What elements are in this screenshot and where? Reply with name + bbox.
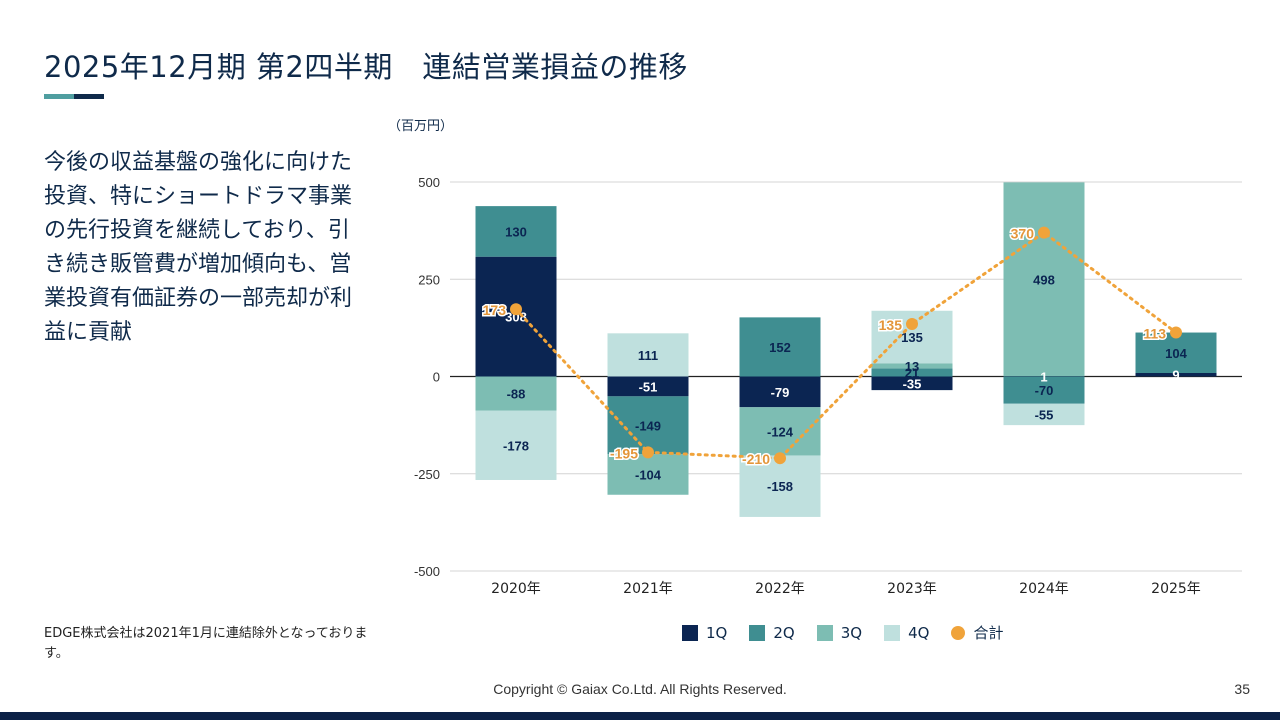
data-label-4q: -178 xyxy=(503,438,529,453)
bar-1q xyxy=(1135,372,1217,377)
data-label-1q: -35 xyxy=(903,376,922,391)
total-point xyxy=(906,317,918,330)
bar-1q xyxy=(739,376,821,408)
chart-legend: 1Q 2Q 3Q 4Q 合計 xyxy=(682,622,1025,643)
bar-2q xyxy=(1135,332,1217,373)
title-accent-teal xyxy=(44,94,74,99)
legend-label-3q: 3Q xyxy=(840,623,863,642)
data-label-1q: 9 xyxy=(1172,368,1179,383)
legend-label-4q: 4Q xyxy=(908,623,930,642)
data-label-1q: -51 xyxy=(639,379,658,394)
total-label: 173 xyxy=(483,302,507,318)
legend-swatch-3q xyxy=(816,624,833,641)
legend-item-2q: 2Q xyxy=(749,623,795,642)
page-number: 35 xyxy=(1234,681,1250,697)
legend-item-3q: 3Q xyxy=(816,623,863,642)
legend-label-total: 合計 xyxy=(973,624,1004,642)
legend-dot-total xyxy=(951,625,966,640)
data-label-3q: 498 xyxy=(1033,272,1055,287)
data-label-2q: 104 xyxy=(1165,346,1187,361)
bar-2q xyxy=(1003,376,1085,404)
data-label-1q: 1 xyxy=(1040,369,1047,384)
data-label-2q: 21 xyxy=(905,365,919,380)
bar-1q xyxy=(475,256,557,377)
legend-item-total: 合計 xyxy=(951,622,1003,643)
data-label-4q: 111 xyxy=(638,348,658,363)
data-label-3q: -88 xyxy=(507,387,526,402)
bar-1q xyxy=(607,376,689,397)
data-label-1q: -79 xyxy=(771,385,790,400)
data-label-2q: 130 xyxy=(505,224,527,239)
bar-1q xyxy=(1003,376,1085,377)
bar-1q xyxy=(871,376,953,391)
data-label-3q: -124 xyxy=(767,424,794,439)
x-tick-label: 2021年 xyxy=(623,581,673,597)
y-tick-label: 0 xyxy=(433,370,440,385)
total-label: -210 xyxy=(742,451,770,467)
total-label: -195 xyxy=(610,445,638,461)
total-label: 113 xyxy=(1143,326,1166,342)
y-tick-label: 250 xyxy=(418,272,440,287)
bar-2q xyxy=(607,396,689,455)
bar-2q xyxy=(739,317,821,377)
data-label-4q: -55 xyxy=(1035,407,1054,422)
x-tick-label: 2022年 xyxy=(755,581,805,597)
data-label-2q: 152 xyxy=(769,340,791,355)
total-point xyxy=(1038,226,1050,239)
data-label-4q: 135 xyxy=(901,330,923,345)
bar-4q xyxy=(739,455,821,517)
total-point xyxy=(1170,326,1182,339)
data-label-3q: 13 xyxy=(905,359,919,374)
y-axis-unit-label: （百万円） xyxy=(388,119,453,134)
y-tick-label: 500 xyxy=(418,175,440,190)
bar-4q xyxy=(607,333,689,377)
bar-4q xyxy=(475,410,557,480)
bar-2q xyxy=(871,368,953,377)
total-point xyxy=(774,452,786,465)
data-label-2q: -149 xyxy=(635,418,661,433)
data-label-2q: -70 xyxy=(1035,383,1054,398)
legend-swatch-2q xyxy=(749,624,766,641)
legend-swatch-4q xyxy=(884,624,901,641)
bottom-bar xyxy=(0,712,1280,720)
copyright: Copyright © Gaiax Co.Ltd. All Rights Res… xyxy=(493,681,787,697)
x-tick-label: 2024年 xyxy=(1019,581,1069,597)
legend-item-1q: 1Q xyxy=(682,624,727,642)
total-label: 135 xyxy=(879,317,903,333)
title-accent-navy xyxy=(74,94,104,99)
legend-swatch-1q xyxy=(682,624,698,641)
legend-label-1q: 1Q xyxy=(706,623,728,642)
y-tick-label: -500 xyxy=(414,564,440,579)
x-tick-label: 2025年 xyxy=(1151,581,1201,597)
total-point xyxy=(510,303,522,316)
total-point xyxy=(642,446,654,459)
data-label-3q: -104 xyxy=(635,468,662,483)
x-tick-label: 2023年 xyxy=(887,581,937,597)
bar-3q xyxy=(475,376,557,411)
bar-3q xyxy=(1003,182,1085,377)
legend-label-2q: 2Q xyxy=(773,623,795,642)
footnote: EDGE株式会社は2021年1月に連結除外となっております。 xyxy=(44,626,368,661)
total-line xyxy=(514,230,1178,460)
legend-item-4q: 4Q xyxy=(884,624,929,642)
total-label: 370 xyxy=(1011,226,1035,242)
bar-4q xyxy=(1003,403,1085,426)
description-text: 今後の収益基盤の強化に向けた投資、特にショートドラマ事業の先行投資を継続しており… xyxy=(44,150,353,345)
operating-profit-chart: （百万円） -500 -250 0 250 500 2020年 2021年 2022年 2023年… xyxy=(388,119,1242,597)
x-tick-label: 2020年 xyxy=(491,581,541,597)
data-label-4q: -158 xyxy=(767,479,793,494)
bar-2q xyxy=(475,206,557,257)
y-tick-label: -250 xyxy=(414,467,440,482)
bar-3q xyxy=(871,363,953,369)
page-title: 2025年12月期 第2四半期 連結営業損益の推移 xyxy=(44,50,688,84)
bar-3q xyxy=(607,454,689,495)
